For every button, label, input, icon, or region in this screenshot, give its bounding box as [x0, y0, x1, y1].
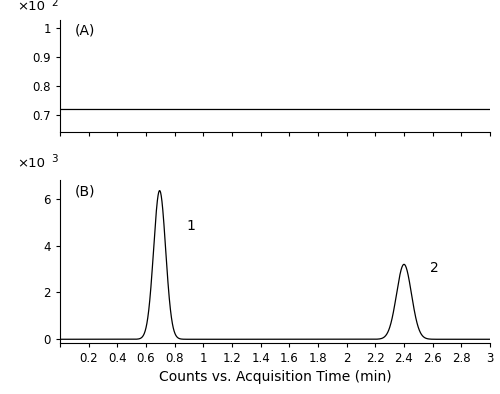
Text: 3: 3: [52, 154, 58, 164]
Text: (B): (B): [75, 185, 96, 199]
Text: ×10: ×10: [17, 0, 45, 13]
X-axis label: Counts vs. Acquisition Time (min): Counts vs. Acquisition Time (min): [158, 370, 392, 385]
Text: 1: 1: [186, 219, 195, 233]
Text: ×10: ×10: [17, 157, 45, 170]
Text: (A): (A): [75, 23, 96, 37]
Text: 2: 2: [430, 261, 438, 275]
Text: 2: 2: [52, 0, 58, 9]
